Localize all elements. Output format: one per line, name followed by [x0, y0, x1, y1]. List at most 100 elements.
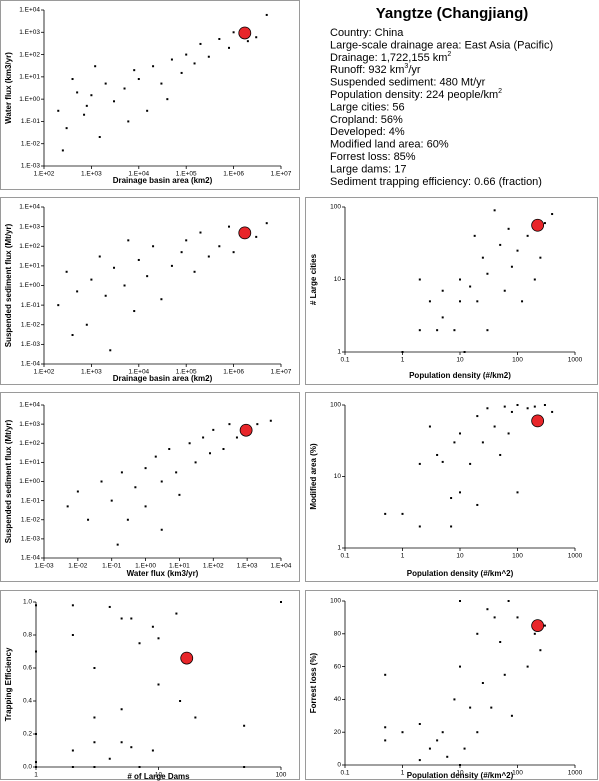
x-tick-label: 1000 — [568, 357, 583, 364]
y-tick-label: 1.E+01 — [19, 459, 40, 466]
point — [459, 665, 461, 668]
point — [199, 42, 202, 45]
y-tick-label: 1.E-03 — [21, 341, 41, 348]
point — [202, 436, 205, 439]
point — [450, 525, 453, 528]
point — [476, 503, 479, 506]
y-tick-label: 1 — [337, 349, 341, 356]
point — [269, 419, 272, 422]
y-tick-label: 1.E-03 — [21, 163, 41, 170]
point — [493, 616, 496, 619]
point — [418, 759, 421, 762]
point — [446, 755, 449, 758]
point — [428, 300, 431, 303]
point — [218, 37, 221, 40]
x-tick-label: 1.E+06 — [223, 171, 244, 178]
point — [175, 471, 178, 474]
point — [228, 225, 231, 228]
x-tick-label: 1.E+04 — [271, 563, 292, 570]
point — [83, 113, 86, 116]
y-tick-label: 1.E-02 — [21, 516, 41, 523]
y-tick-label: 1.E+04 — [19, 7, 40, 14]
info-line: Developed: 4% — [330, 126, 405, 138]
point — [35, 650, 37, 653]
x-tick-label: 100 — [512, 357, 523, 364]
point — [65, 127, 68, 130]
x-tick-label: 10 — [456, 553, 464, 560]
x-tick-label: 1.E+03 — [81, 171, 102, 178]
point — [85, 104, 88, 107]
y-tick-label: 1.E+01 — [19, 74, 40, 81]
point — [469, 285, 472, 288]
y-tick-label: 100 — [330, 204, 341, 211]
point — [66, 505, 69, 508]
y-axis-label: Suspended sediment flux (Mt/yr) — [4, 419, 13, 543]
point — [130, 746, 133, 749]
point — [265, 13, 268, 16]
info-line: Cropland: 56% — [330, 114, 403, 126]
y-tick-label: 100 — [330, 402, 341, 409]
y-axis-label: Suspended sediment flux (Mt/yr) — [4, 223, 13, 347]
point — [127, 120, 130, 123]
point — [418, 462, 421, 465]
point — [35, 761, 37, 764]
point — [126, 518, 129, 521]
point — [93, 667, 96, 669]
point — [108, 605, 111, 608]
point — [108, 757, 111, 760]
point — [401, 731, 404, 734]
point — [516, 404, 519, 406]
y-tick-label: 0.0 — [23, 764, 32, 771]
point — [90, 278, 93, 281]
x-axis-label: Population density (#/km2) — [409, 371, 511, 380]
highlight-point — [238, 226, 252, 240]
y-tick-label: 40 — [334, 696, 342, 703]
y-tick-label: 1.E-02 — [21, 321, 41, 328]
x-tick-label: 1 — [34, 772, 38, 779]
point — [418, 723, 421, 725]
point — [207, 255, 210, 258]
point — [222, 448, 225, 451]
info-line: Drainage: 1,722,155 km2 — [330, 51, 451, 64]
point — [526, 407, 529, 410]
y-tick-label: 1.E-03 — [21, 536, 41, 543]
x-tick-label: 1 — [401, 357, 405, 364]
point — [507, 432, 510, 435]
info-text: Drainage: 1,722,155 km — [330, 52, 447, 64]
point — [212, 428, 215, 431]
y-tick-label: 1.E+03 — [19, 29, 40, 36]
point — [510, 410, 513, 413]
point — [507, 227, 510, 230]
point — [157, 637, 160, 640]
point — [104, 294, 107, 297]
point — [516, 249, 519, 252]
point — [127, 239, 130, 242]
point — [160, 480, 163, 483]
point — [71, 78, 74, 81]
x-axis-label: Drainage basin area (km2) — [113, 374, 213, 383]
point — [476, 300, 479, 303]
point — [476, 632, 479, 635]
point — [481, 682, 484, 684]
point — [180, 251, 183, 254]
point — [170, 264, 173, 267]
info-line: Modified land area: 60% — [330, 139, 449, 151]
point — [486, 608, 489, 611]
y-axis-label: Modified area (%) — [309, 443, 318, 510]
info-line: Runoff: 932 km3/yr — [330, 63, 421, 76]
point — [160, 82, 163, 85]
y-tick-label: 0 — [337, 762, 341, 769]
point — [57, 304, 60, 307]
point — [503, 673, 506, 676]
x-tick-label: 1 — [401, 553, 405, 560]
x-axis-label: Drainage basin area (km2) — [113, 176, 213, 185]
y-tick-label: 1.E+00 — [19, 96, 40, 103]
y-tick-label: 1.E-04 — [21, 555, 41, 562]
info-text: Forrest loss: 85% — [330, 151, 416, 163]
point — [516, 616, 519, 619]
x-tick-label: 1.E+07 — [271, 171, 292, 178]
x-tick-label: 1.E+02 — [203, 563, 224, 570]
point — [113, 100, 116, 103]
y-tick-label: 1.0 — [23, 599, 32, 606]
